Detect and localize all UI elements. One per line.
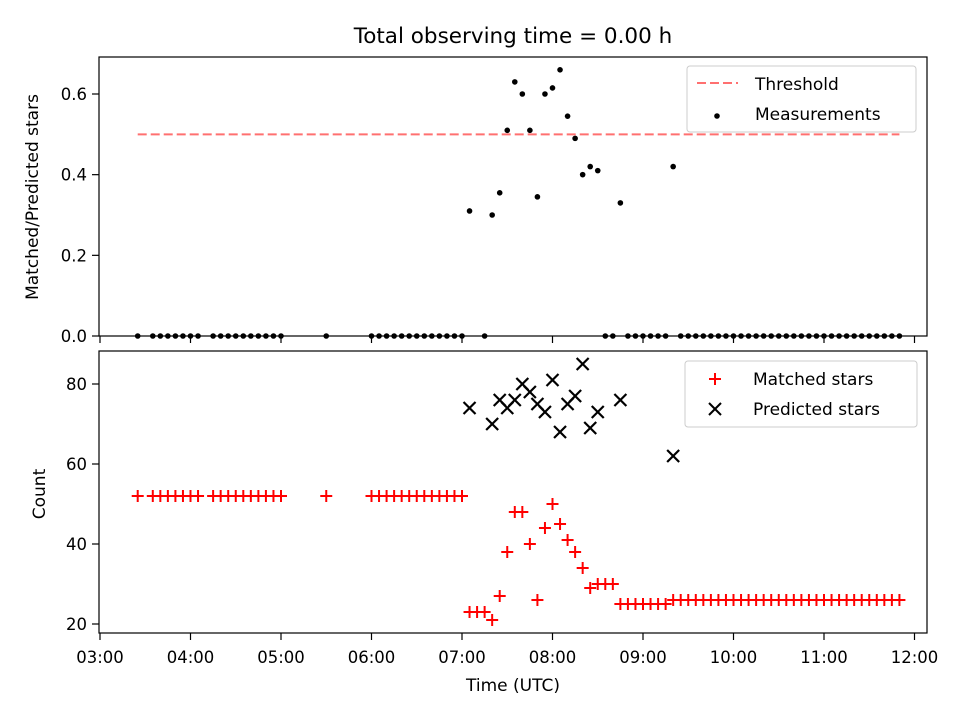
measurement-point bbox=[579, 171, 586, 178]
xtick-label: 04:00 bbox=[167, 648, 215, 667]
bottom-x-axis: 03:00 04:00 05:00 06:00 07:00 08:00 09:00 10:00… bbox=[76, 633, 938, 667]
top-y-axis: 0.0 0.2 0.4 0.6 bbox=[61, 85, 99, 346]
bottom-ytick-label: 60 bbox=[66, 455, 87, 474]
measurement-point bbox=[670, 163, 676, 170]
matched-star-point bbox=[531, 594, 544, 606]
measurement-point bbox=[511, 79, 518, 85]
matched-star-point bbox=[320, 490, 333, 502]
measurement-point bbox=[496, 190, 503, 196]
measurement-point bbox=[564, 113, 571, 119]
matched-star-point bbox=[275, 490, 287, 502]
legend-matched-swatch bbox=[709, 373, 721, 385]
predicted-star-point bbox=[485, 417, 499, 431]
matched-star-point bbox=[192, 490, 205, 502]
predicted-star-point bbox=[590, 405, 605, 419]
predicted-star-point bbox=[545, 373, 560, 387]
bottom-legend-box bbox=[684, 360, 918, 428]
top-ytick-label: 0.2 bbox=[61, 246, 87, 265]
x-axis-label: Time (UTC) bbox=[465, 676, 560, 696]
matched-star-point bbox=[523, 538, 536, 550]
matched-star-point bbox=[538, 522, 551, 534]
matched-star-point bbox=[576, 562, 589, 574]
matched-star-point bbox=[606, 578, 619, 590]
figure-title: Total observing time = 0.00 h bbox=[353, 24, 673, 49]
xtick-label: 05:00 bbox=[257, 648, 305, 667]
matched-star-point bbox=[501, 546, 514, 558]
predicted-star-point bbox=[538, 405, 552, 419]
matched-star-point bbox=[478, 606, 491, 618]
measurement-point bbox=[617, 200, 624, 206]
top-ytick-label: 0.4 bbox=[61, 166, 87, 185]
xtick-label: 07:00 bbox=[438, 648, 486, 667]
measurement-point bbox=[572, 135, 578, 142]
xtick-label: 06:00 bbox=[348, 648, 396, 667]
measurement-point bbox=[549, 85, 556, 91]
matched-star-point bbox=[561, 534, 574, 546]
bottom-ytick-label: 20 bbox=[66, 615, 87, 634]
bottom-plot-frame bbox=[98, 350, 928, 634]
predicted-star-point bbox=[523, 385, 537, 399]
predicted-stars-points bbox=[462, 357, 680, 463]
matched-stars-points bbox=[131, 490, 906, 626]
predicted-star-point bbox=[508, 393, 522, 407]
predicted-star-point bbox=[613, 393, 628, 407]
matched-star-point bbox=[893, 594, 906, 606]
xtick-label: 09:00 bbox=[619, 648, 667, 667]
top-ylabel: Matched/Predicted stars bbox=[23, 94, 43, 300]
predicted-star-point bbox=[568, 389, 582, 403]
xtick-label: 03:00 bbox=[76, 648, 124, 667]
measurement-point bbox=[519, 91, 526, 97]
measurement-point bbox=[534, 194, 541, 200]
legend-predicted-label: Predicted stars bbox=[753, 400, 880, 420]
top-legend: Threshold Measurements bbox=[686, 65, 917, 133]
legend-predicted-swatch bbox=[708, 402, 722, 416]
measurement-point bbox=[594, 167, 601, 174]
xtick-label: 12:00 bbox=[891, 648, 939, 667]
matched-star-point bbox=[659, 598, 672, 610]
top-legend-box bbox=[686, 65, 917, 133]
measurement-point bbox=[542, 91, 548, 97]
matched-star-point bbox=[486, 614, 499, 626]
legend-matched-label: Matched stars bbox=[753, 370, 873, 390]
bottom-y-axis: 20 40 60 80 bbox=[66, 375, 99, 634]
legend-threshold-label: Threshold bbox=[754, 75, 839, 95]
predicted-star-point bbox=[666, 449, 680, 463]
bottom-legend: Matched stars Predicted stars bbox=[684, 360, 918, 428]
matched-star-point bbox=[569, 546, 582, 558]
matched-star-point bbox=[456, 490, 468, 502]
matched-star-point bbox=[554, 518, 567, 530]
xtick-label: 10:00 bbox=[710, 648, 758, 667]
top-x-axis bbox=[99, 336, 916, 343]
top-ytick-label: 0.6 bbox=[61, 85, 87, 104]
predicted-star-point bbox=[553, 425, 567, 439]
bottom-ytick-label: 40 bbox=[66, 535, 87, 554]
predicted-star-point bbox=[583, 421, 597, 435]
matched-star-point bbox=[546, 498, 559, 510]
measurement-point bbox=[557, 67, 563, 73]
bottom-ylabel: Count bbox=[30, 468, 50, 519]
matched-star-point bbox=[493, 590, 506, 602]
measurement-point bbox=[587, 163, 594, 170]
legend-measurements-label: Measurements bbox=[755, 105, 881, 125]
xtick-label: 11:00 bbox=[800, 648, 848, 667]
matched-star-point bbox=[584, 582, 597, 594]
measurement-point bbox=[527, 127, 533, 134]
matched-star-point bbox=[131, 490, 144, 502]
top-ytick-label: 0.0 bbox=[61, 327, 87, 346]
legend-measurements-swatch bbox=[714, 113, 720, 119]
matched-star-point bbox=[516, 506, 529, 518]
measurement-point bbox=[466, 208, 473, 214]
top-plot-frame bbox=[98, 56, 928, 337]
xtick-label: 08:00 bbox=[529, 648, 577, 667]
predicted-star-point bbox=[462, 401, 477, 415]
measurement-point bbox=[504, 127, 511, 134]
bottom-ytick-label: 80 bbox=[66, 375, 87, 394]
predicted-star-point bbox=[575, 357, 590, 371]
top-panel: 0.0 0.2 0.4 0.6 Matched/Predicted stars Thr… bbox=[23, 56, 928, 346]
measurement-point bbox=[489, 212, 495, 218]
